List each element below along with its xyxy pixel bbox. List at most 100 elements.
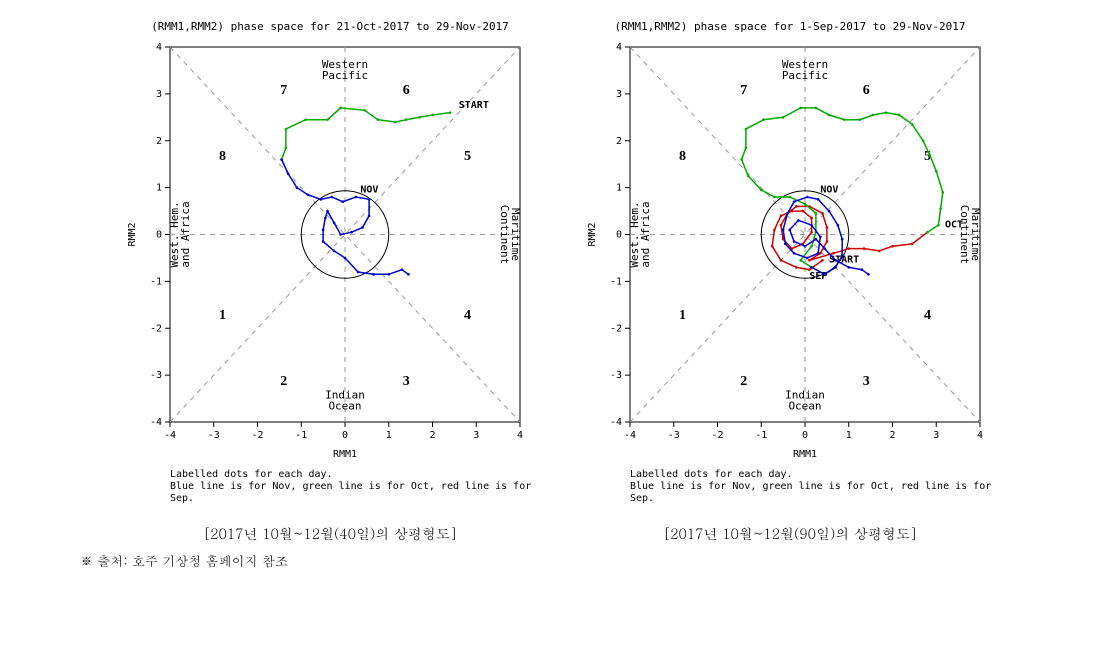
series-oct-dot [937,224,940,227]
series-nov-dot [331,196,334,199]
series-nov-dot [810,224,813,227]
series-oct-dot [285,146,288,149]
chart-caption: [2017년 10월~12월(40일)의 상평형도] [203,523,457,543]
series-nov-dot [817,198,820,201]
series-nov-dot [793,200,796,203]
series-nov-dot [368,214,371,217]
ytick-label: 2 [616,136,622,147]
series-nov-dot [819,236,822,239]
series-oct-dot [773,196,776,199]
xtick-label: 2 [429,430,435,441]
xtick-label: -3 [208,430,220,441]
figure-container: (RMM1,RMM2) phase space for 21-Oct-2017 … [20,20,1100,570]
xtick-label: -2 [251,430,263,441]
xtick-label: 0 [342,430,348,441]
xtick-label: 4 [517,430,523,441]
series-sep-dot [810,217,813,220]
series-oct-dot [788,196,791,199]
series-nov-dot [784,243,787,246]
series-oct-dot [394,121,397,124]
series-nov-dot [804,245,807,248]
chart-caption: [2017년 10월~12월(90일)의 상평형도] [663,523,917,543]
series-sep-dot [808,259,811,262]
series-nov-dot [786,212,789,215]
series-oct [282,108,450,160]
series-nov-label: NOV [820,184,838,195]
ytick-label: -2 [150,323,162,334]
ytick-label: -2 [610,323,622,334]
series-sep-dot [826,226,829,229]
series-nov-dot [326,210,329,213]
series-oct-dot [872,114,875,117]
xtick-label: -1 [295,430,307,441]
series-oct-dot [911,123,914,126]
xtick-label: 1 [386,430,392,441]
series-sep-label: SEP [809,271,827,282]
series-oct-dot [377,118,380,121]
series-nov-dot [287,172,290,175]
series-nov-dot [806,196,809,199]
ytick-label: 3 [156,89,162,100]
series-oct-dot [939,207,942,210]
series-oct-dot [449,111,452,114]
series-nov-dot [817,252,820,255]
phase-number: 4 [924,308,931,323]
series-nov-dot [333,250,336,253]
series-oct-dot [843,118,846,121]
phase-number: 7 [280,83,287,98]
series-oct-dot [762,118,765,121]
series-oct-dot [745,128,748,131]
series-sep-dot [826,240,829,243]
series-nov-dot [357,271,360,274]
phase-number: 4 [464,308,471,323]
xtick-label: 1 [846,430,852,441]
xtick-label: -4 [164,430,176,441]
series-sep-dot [878,250,881,253]
ytick-label: -3 [610,370,622,381]
series-nov-dot [296,186,299,189]
series-sep-dot [795,205,798,208]
series-nov-dot [320,198,323,201]
series-nov-dot [372,273,375,276]
series-oct-dot [926,231,929,234]
region-top: WesternPacific [322,58,368,82]
ytick-label: 0 [616,230,622,241]
phase-number: 6 [863,83,870,98]
series-nov-dot [861,268,864,271]
series-sep-dot [821,259,824,262]
series-oct-dot [928,154,931,157]
series-nov-dot [307,193,310,196]
xtick-label: -3 [668,430,680,441]
series-nov-dot [797,219,800,222]
ytick-label: -4 [610,417,622,428]
xtick-label: 2 [889,430,895,441]
ytick-label: 1 [156,183,162,194]
ytick-label: 1 [616,183,622,194]
phase-number: 2 [280,374,287,389]
ytick-label: -3 [150,370,162,381]
series-nov-dot [867,273,870,276]
ytick-label: 4 [616,42,622,53]
phase-number: 8 [679,149,686,164]
series-oct-dot [740,158,743,161]
series-nov-dot [387,273,390,276]
series-oct-dot [942,191,945,194]
series-sep-dot [821,212,824,215]
series-sep-dot [795,266,798,269]
source-note: ※ 출처: 호주 기상청 홈페이지 참조 [20,551,288,570]
phase-number: 7 [740,83,747,98]
series-nov-dot [788,229,791,232]
series-oct-dot [799,107,802,110]
series-oct-label: OCT [945,219,963,230]
xaxis-label: RMM1 [793,449,817,460]
series-nov-dot [828,210,831,213]
series-nov-dot [324,217,327,220]
series-nov-dot [407,273,410,276]
phase-number: 3 [403,374,410,389]
region-right: MaritimeContinent [498,205,522,265]
series-nov-dot [793,252,796,255]
series-nov-dot [344,257,347,260]
chart-title: (RMM1,RMM2) phase space for 1-Sep-2017 t… [615,20,966,33]
series-sep-dot [791,210,794,213]
series-nov-dot [280,158,283,161]
